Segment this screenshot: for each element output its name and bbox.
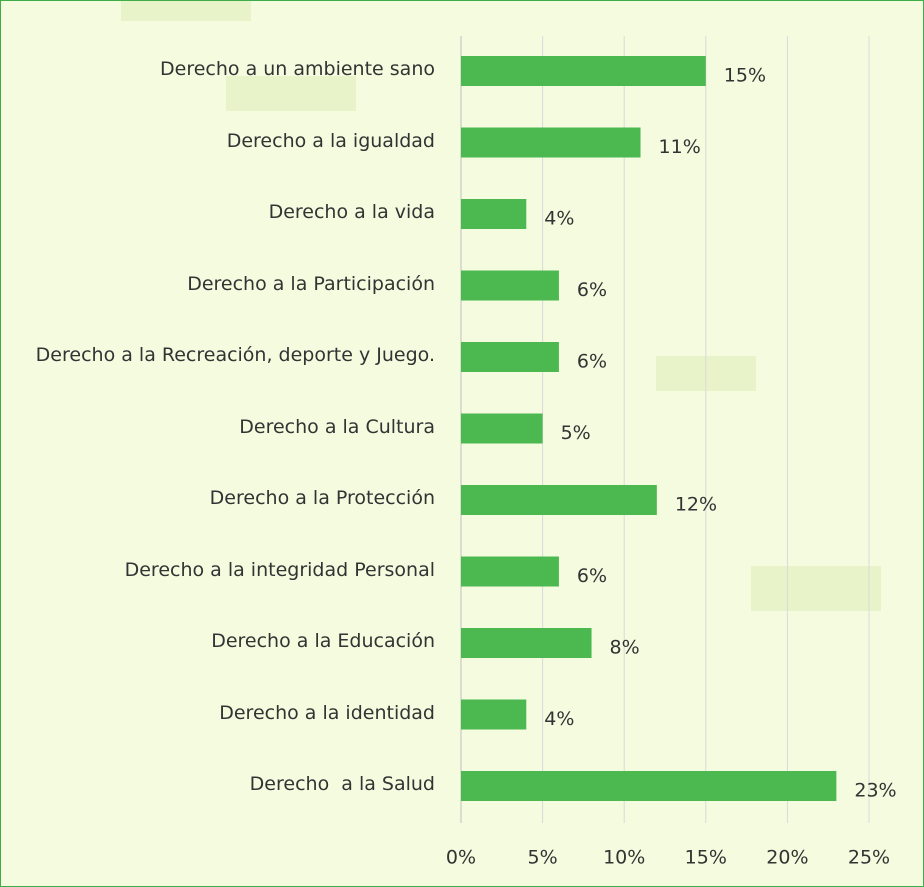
bar xyxy=(461,271,559,301)
y-tick-label: Derecho a la Protección xyxy=(25,484,435,512)
y-tick-label: Derecho a la Salud xyxy=(25,770,435,798)
value-label: 4% xyxy=(544,708,574,730)
value-label: 6% xyxy=(577,351,607,373)
x-tick-label: 0% xyxy=(446,847,476,869)
bar xyxy=(461,485,657,515)
y-tick-label: Derecho a la integridad Personal xyxy=(25,556,435,584)
bar xyxy=(461,56,706,86)
y-tick-label: Derecho a la vida xyxy=(25,198,435,226)
decoration xyxy=(751,566,881,611)
x-tick-label: 10% xyxy=(603,847,645,869)
value-label: 6% xyxy=(577,279,607,301)
y-tick-label: Derecho a la identidad xyxy=(25,699,435,727)
value-label: 4% xyxy=(544,208,574,230)
y-tick-label: Derecho a la Recreación, deporte y Juego… xyxy=(25,341,435,369)
bar xyxy=(461,199,526,229)
value-label: 11% xyxy=(659,136,701,158)
value-label: 23% xyxy=(854,780,896,802)
bar xyxy=(461,700,526,730)
decoration xyxy=(121,1,251,21)
bar xyxy=(461,557,559,587)
value-label: 15% xyxy=(724,65,766,87)
bar xyxy=(461,128,641,158)
bar xyxy=(461,342,559,372)
y-tick-label: Derecho a la Educación xyxy=(25,627,435,655)
bar xyxy=(461,628,592,658)
x-tick-label: 5% xyxy=(528,847,558,869)
bar xyxy=(461,771,836,801)
value-label: 8% xyxy=(610,637,640,659)
bar xyxy=(461,414,543,444)
value-label: 6% xyxy=(577,565,607,587)
y-tick-label: Derecho a un ambiente sano xyxy=(25,55,435,83)
x-tick-label: 15% xyxy=(685,847,727,869)
chart: 0% 5% 10% 15% 20% 25% 15% 11% 4% 6% 6% 5% 12% 6% 8% 4% 2… xyxy=(0,0,924,887)
y-tick-label: Derecho a la Participación xyxy=(25,270,435,298)
value-label: 12% xyxy=(675,494,717,516)
x-tick-label: 25% xyxy=(848,847,890,869)
y-tick-label: Derecho a la igualdad xyxy=(25,127,435,155)
value-label: 5% xyxy=(561,422,591,444)
y-tick-label: Derecho a la Cultura xyxy=(25,413,435,441)
x-tick-label: 20% xyxy=(766,847,808,869)
